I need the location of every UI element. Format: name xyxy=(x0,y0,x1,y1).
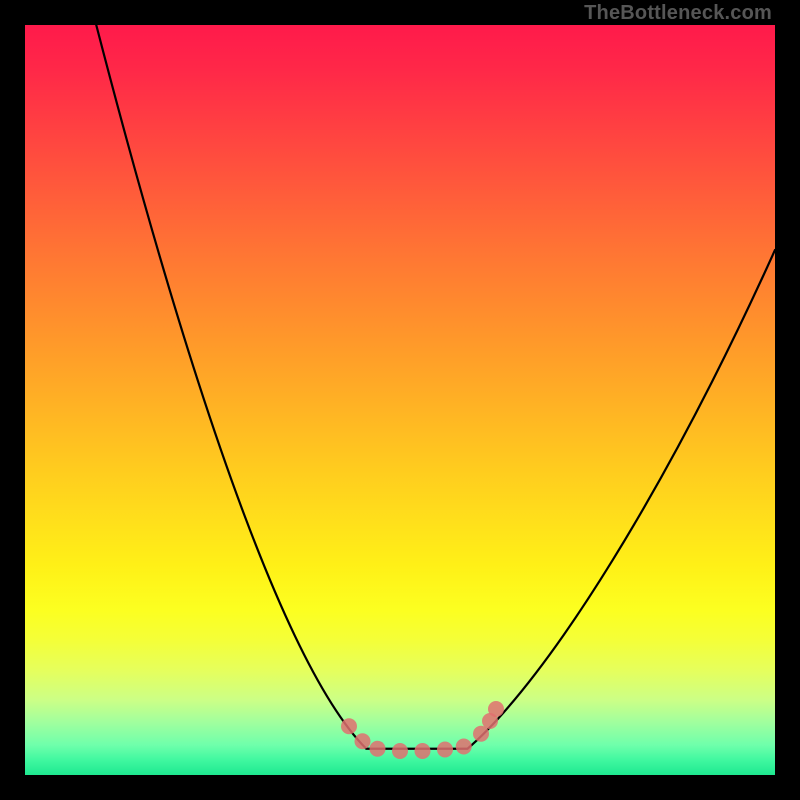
curve-marker xyxy=(437,742,453,758)
chart-frame: TheBottleneck.com xyxy=(0,0,800,800)
watermark-text: TheBottleneck.com xyxy=(584,2,772,25)
curve-marker xyxy=(415,743,431,759)
curve-marker xyxy=(370,741,386,757)
curve-marker xyxy=(488,701,504,717)
curve-marker xyxy=(392,743,408,759)
curve-marker xyxy=(355,733,371,749)
plot-area xyxy=(25,25,775,775)
curve-marker xyxy=(456,739,472,755)
curve-marker xyxy=(341,718,357,734)
bottleneck-chart xyxy=(25,25,775,775)
gradient-background xyxy=(25,25,775,775)
